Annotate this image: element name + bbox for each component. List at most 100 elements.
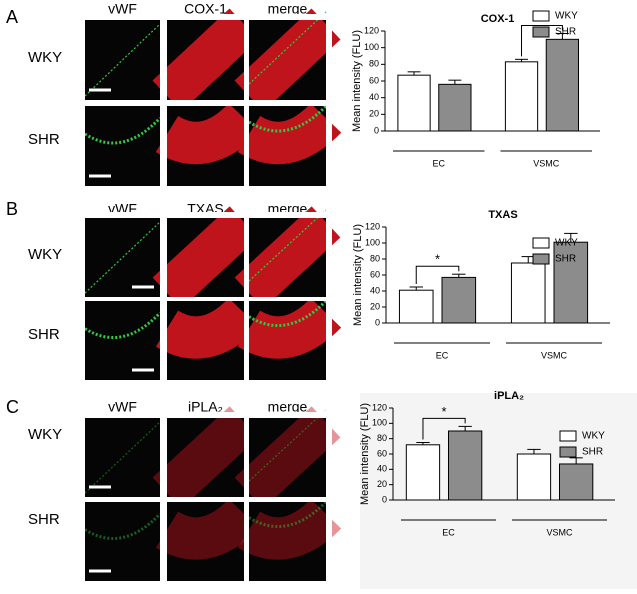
bar (398, 289, 434, 324)
row-label: SHR (28, 131, 60, 148)
chart-title: TXAS (488, 209, 517, 221)
x-tick-label: VSMC (546, 527, 573, 537)
y-tick-label: 60 (377, 448, 387, 458)
gap (80, 186, 330, 192)
endothelium (84, 116, 162, 145)
row-label: WKY (28, 246, 62, 263)
column-header: merge (268, 399, 308, 415)
row-label: WKY (28, 49, 62, 66)
micrograph (167, 502, 244, 581)
row-label: SHR (28, 326, 60, 343)
gap (80, 418, 85, 581)
y-axis-label: Mean intensity (FLU) (351, 30, 363, 132)
y-tick-label: 0 (375, 317, 380, 327)
panel-label: C (6, 397, 19, 417)
endothelium (84, 23, 161, 97)
legend-swatch (559, 430, 577, 442)
column-header: vWF (108, 1, 137, 17)
x-tick-label: EC (442, 527, 455, 537)
legend-swatch (532, 10, 550, 22)
gap (160, 218, 167, 380)
tissue-band (249, 222, 326, 293)
y-tick-label: 20 (370, 301, 380, 311)
bar (438, 83, 472, 132)
micrograph (85, 218, 160, 297)
bar (510, 262, 546, 324)
legend-label: SHR (555, 254, 576, 265)
gap (80, 297, 330, 301)
gap (160, 418, 167, 581)
chart-title: COX-1 (481, 13, 515, 25)
tissue-band (167, 24, 244, 96)
bar (553, 241, 589, 324)
tissue-band (167, 313, 244, 338)
significance-label: * (435, 252, 440, 267)
bar (405, 444, 441, 501)
gap (80, 380, 330, 386)
y-tick-label: 100 (372, 418, 387, 428)
y-axis-label: Mean intensity (FLU) (352, 224, 364, 326)
micrograph (85, 106, 160, 186)
column-header: COX-1 (184, 1, 227, 17)
gap (244, 218, 249, 380)
row-label: SHR (28, 511, 60, 528)
y-tick-label: 120 (365, 221, 380, 231)
significance-label: * (442, 404, 447, 419)
gap (80, 581, 330, 587)
column-header: iPLA₂ (188, 399, 223, 415)
y-tick-label: 0 (374, 125, 379, 135)
y-tick-label: 80 (370, 253, 380, 263)
y-tick-label: 60 (370, 269, 380, 279)
endothelium (84, 512, 162, 540)
tissue-band (249, 118, 326, 143)
endothelium (248, 299, 328, 327)
y-tick-label: 40 (377, 464, 387, 474)
gap (80, 412, 330, 418)
x-tick-label: EC (436, 350, 449, 360)
panel-label: B (6, 199, 18, 219)
y-tick-label: 20 (377, 479, 387, 489)
y-tick-label: 100 (365, 237, 380, 247)
panel-label: A (6, 7, 18, 27)
significance-bracket (415, 265, 460, 284)
gap (80, 497, 330, 502)
x-tick-label: VSMC (533, 158, 560, 168)
y-tick-label: 80 (369, 59, 379, 69)
legend-swatch (532, 26, 550, 38)
micrograph (85, 301, 160, 380)
legend-swatch (559, 446, 577, 458)
significance-bracket (521, 25, 563, 57)
gap (326, 218, 332, 380)
x-tick-label: EC (432, 158, 445, 168)
micrograph (249, 502, 326, 581)
tissue-band (167, 514, 244, 539)
significance-bracket (422, 417, 466, 440)
legend-label: SHR (582, 447, 603, 458)
legend-label: WKY (582, 431, 605, 442)
y-tick-label: 0 (382, 494, 387, 504)
legend-label: WKY (555, 238, 578, 249)
micrograph (85, 20, 160, 100)
gap (326, 20, 332, 186)
endothelium (248, 500, 328, 528)
bar (504, 61, 539, 132)
y-tick-label: 120 (372, 402, 387, 412)
micrograph (85, 418, 160, 497)
micrograph (249, 418, 326, 497)
y-tick-label: 20 (369, 109, 379, 119)
gap (80, 218, 85, 380)
endothelium (84, 421, 161, 494)
endothelium (248, 11, 327, 85)
column-header: vWF (108, 399, 137, 415)
legend-swatch (532, 253, 550, 265)
bar (559, 463, 594, 501)
bar (545, 38, 579, 132)
gap (80, 14, 330, 20)
y-axis-label: Mean intensity (FLU) (359, 403, 371, 505)
legend-swatch (532, 237, 550, 249)
gap (80, 20, 85, 186)
chart-background (360, 393, 637, 589)
x-tick-label: VSMC (541, 350, 568, 360)
row-label: WKY (28, 426, 62, 443)
